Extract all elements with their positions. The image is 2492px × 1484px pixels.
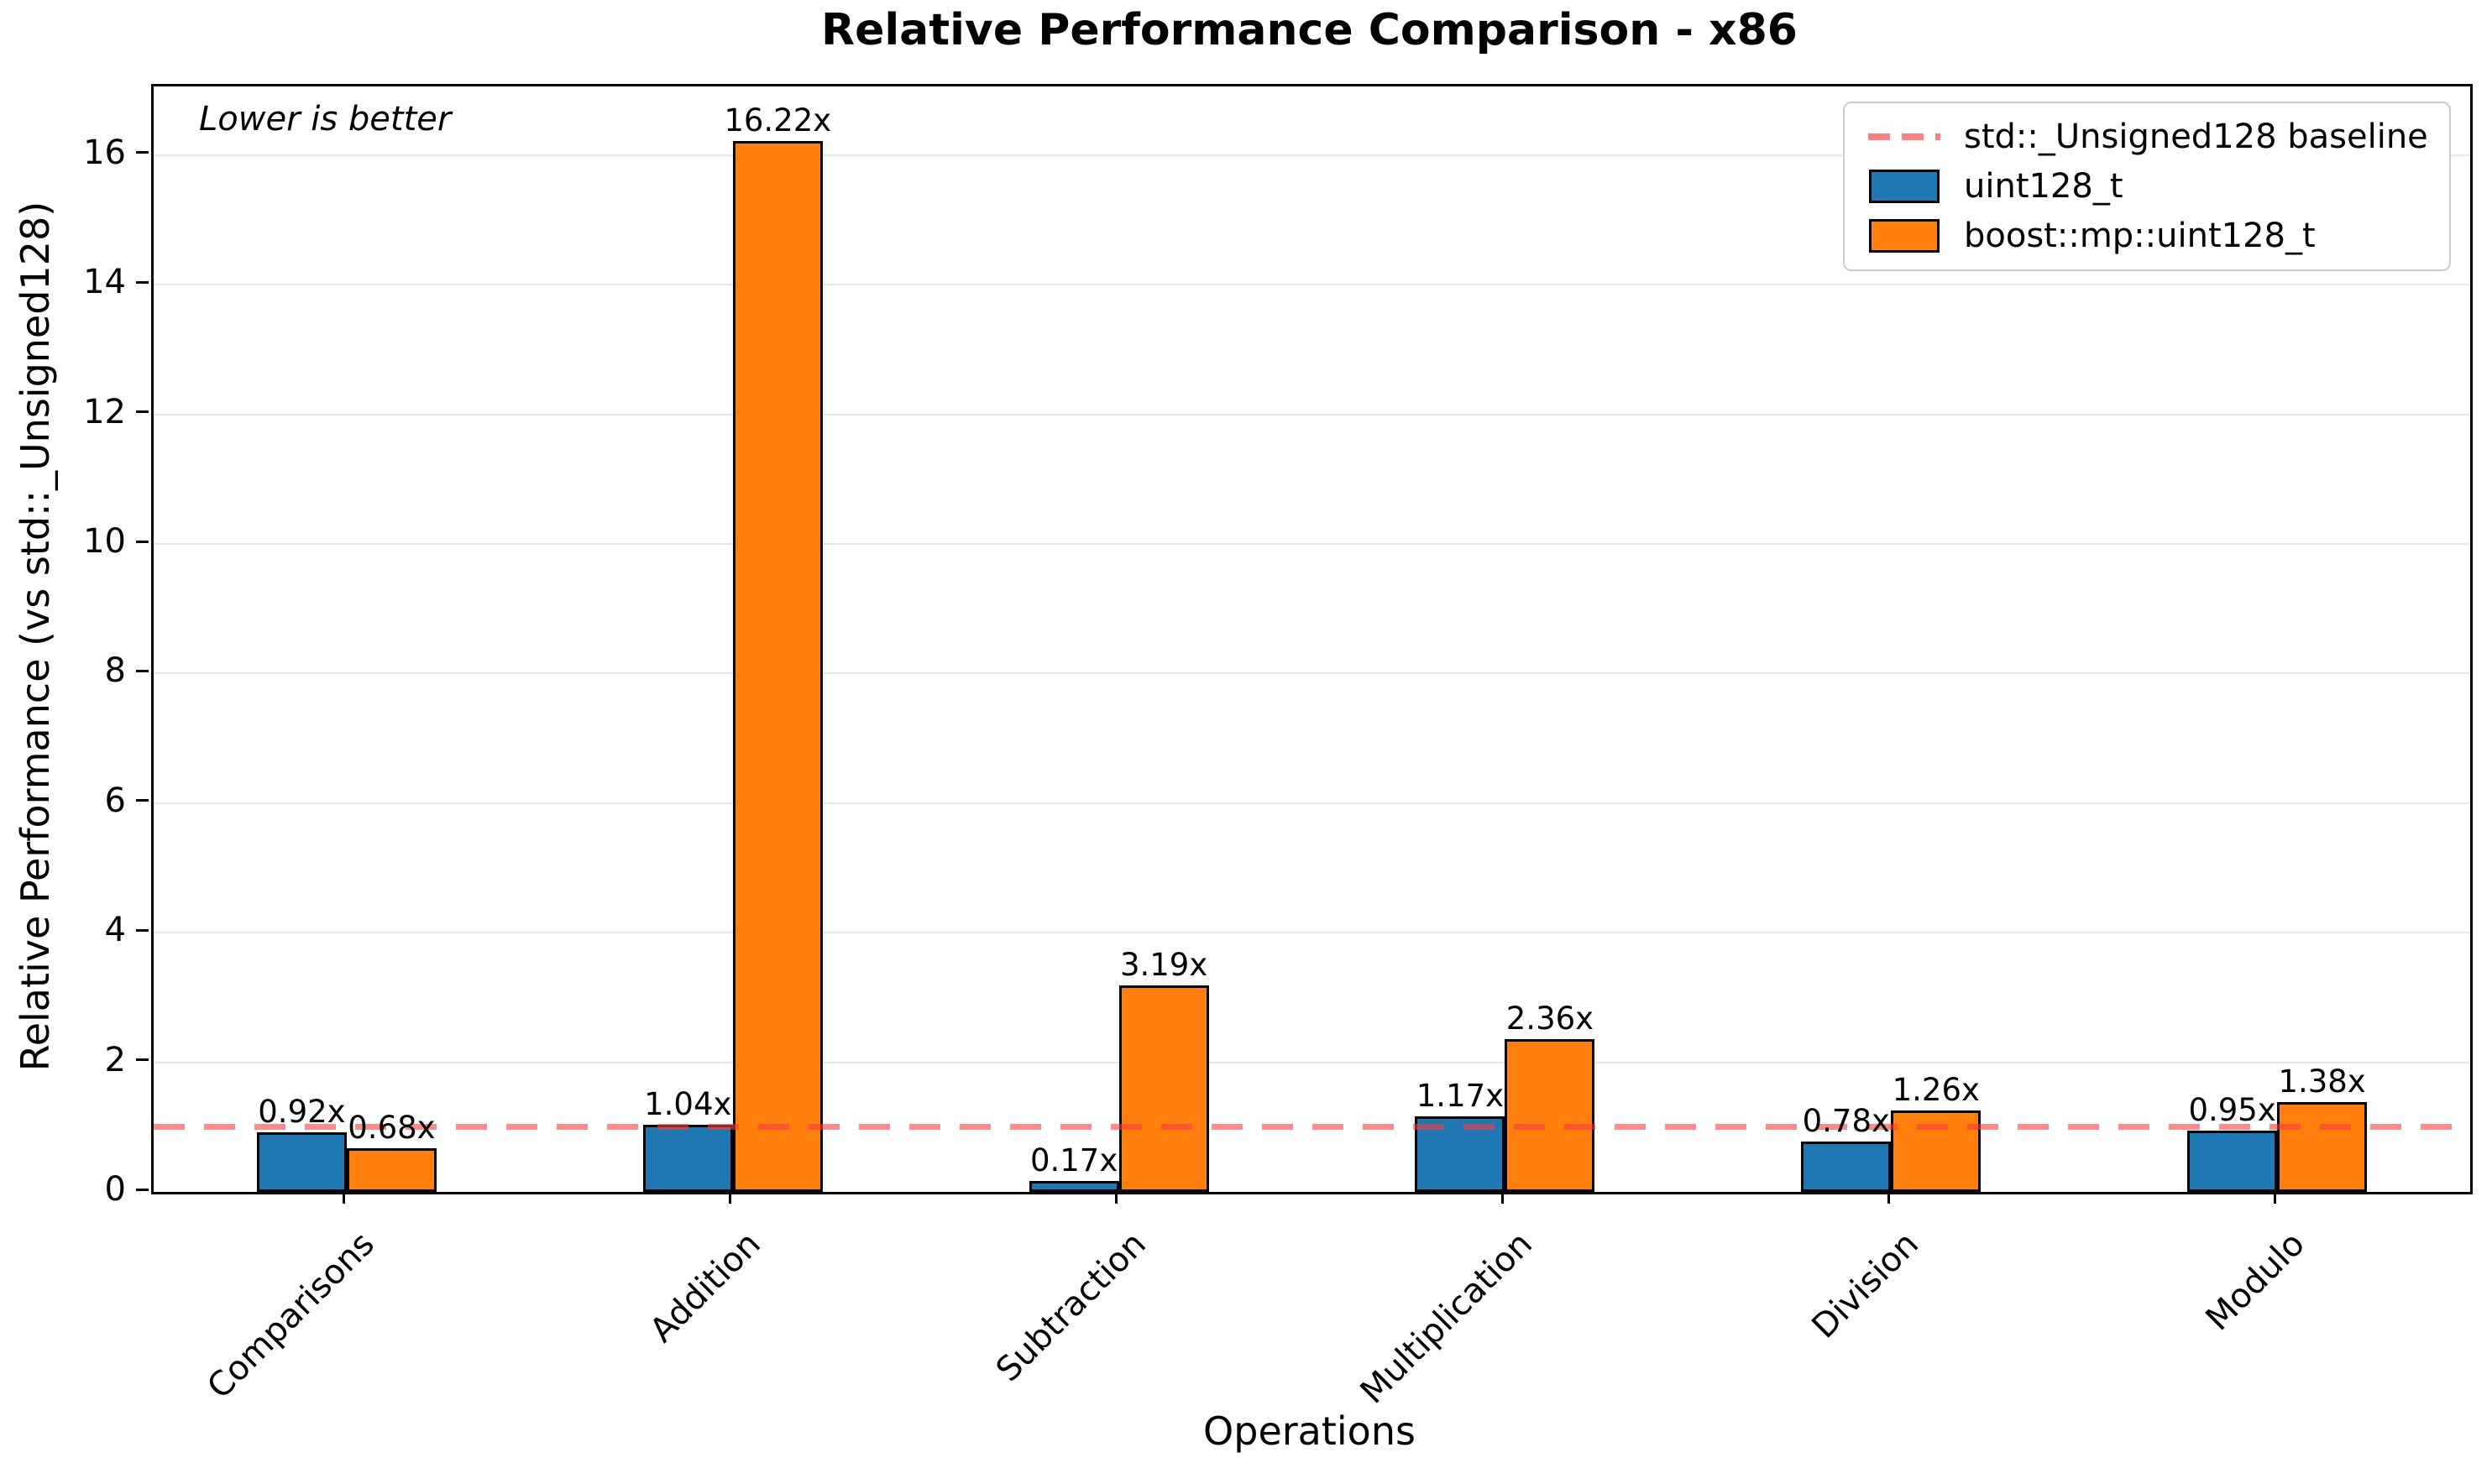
bar-value-label: 0.17x bbox=[1029, 1142, 1118, 1178]
y-tick-mark bbox=[136, 151, 149, 154]
x-tick-label-text: Division bbox=[1804, 1225, 1926, 1346]
legend-label: uint128_t bbox=[1964, 166, 2123, 206]
bar-boost-mp-uint128-t bbox=[346, 1147, 437, 1192]
x-tick-label-text: Modulo bbox=[2198, 1225, 2312, 1339]
bar-uint128-t bbox=[642, 1124, 733, 1192]
legend-item-baseline: std::_Unsigned128 baseline bbox=[1868, 118, 2449, 156]
legend-item-uint128: uint128_t bbox=[1868, 167, 2449, 206]
y-tick-label: 12 bbox=[83, 392, 126, 431]
baseline-line bbox=[154, 1123, 2470, 1130]
x-tick-mark bbox=[1115, 1192, 1118, 1204]
x-tick-mark bbox=[1887, 1192, 1890, 1204]
dashed-line-icon bbox=[1868, 133, 1940, 140]
annotation-lower-is-better: Lower is better bbox=[199, 100, 452, 138]
bar-uint128-t bbox=[2187, 1130, 2278, 1192]
x-tick-label-text: Subtraction bbox=[988, 1225, 1154, 1390]
legend-baseline-swatch bbox=[1868, 133, 1940, 140]
x-tick-label-text: Multiplication bbox=[1353, 1225, 1540, 1412]
y-tick-label: 16 bbox=[83, 133, 126, 172]
x-tick-mark bbox=[729, 1192, 732, 1204]
bar-boost-mp-uint128-t bbox=[1505, 1038, 1595, 1192]
bar-boost-mp-uint128-t bbox=[1891, 1110, 1982, 1192]
gridline bbox=[154, 1061, 2470, 1063]
bar-value-label: 0.95x bbox=[2188, 1091, 2276, 1128]
y-tick-mark bbox=[136, 1188, 149, 1191]
bar-value-label: 1.26x bbox=[1892, 1071, 1980, 1108]
bar-value-label: 1.17x bbox=[1416, 1077, 1505, 1114]
legend: std::_Unsigned128 baseline uint128_t boo… bbox=[1843, 102, 2451, 271]
patch-icon bbox=[1868, 219, 1940, 253]
y-tick-label: 4 bbox=[104, 911, 126, 950]
y-tick-label: 6 bbox=[104, 781, 126, 820]
y-tick-mark bbox=[136, 799, 149, 802]
gridline bbox=[154, 932, 2470, 934]
gridline bbox=[154, 543, 2470, 546]
bar-value-label: 3.19x bbox=[1119, 946, 1208, 983]
legend-label: std::_Unsigned128 baseline bbox=[1964, 117, 2428, 156]
bar-value-label: 0.68x bbox=[348, 1109, 436, 1146]
bar-value-label: 1.04x bbox=[644, 1085, 732, 1122]
y-tick-mark bbox=[136, 280, 149, 284]
bar-boost-mp-uint128-t bbox=[1118, 985, 1209, 1192]
chart-title: Relative Performance Comparison - x86 bbox=[821, 5, 1798, 55]
y-tick-label: 0 bbox=[104, 1170, 126, 1209]
x-axis-label: Operations bbox=[1203, 1408, 1416, 1454]
legend-label: boost::mp::uint128_t bbox=[1964, 217, 2316, 256]
y-tick-mark bbox=[136, 928, 149, 932]
x-tick-label-text: Addition bbox=[641, 1225, 768, 1351]
legend-boost-swatch bbox=[1869, 219, 1940, 253]
bar-value-label: 0.92x bbox=[258, 1093, 346, 1130]
gridline bbox=[154, 284, 2470, 286]
legend-uint128-swatch bbox=[1869, 169, 1940, 203]
legend-item-boost: boost::mp::uint128_t bbox=[1868, 217, 2449, 255]
bar-value-label: 2.36x bbox=[1505, 1000, 1594, 1037]
bar-value-label: 16.22x bbox=[724, 102, 832, 138]
x-tick-mark bbox=[343, 1192, 346, 1204]
gridline bbox=[154, 802, 2470, 804]
gridline bbox=[154, 154, 2470, 156]
bar-boost-mp-uint128-t bbox=[2277, 1102, 2368, 1192]
y-tick-mark bbox=[136, 540, 149, 543]
x-tick-label-text: Comparisons bbox=[199, 1225, 382, 1407]
y-tick-mark bbox=[136, 410, 149, 414]
bar-boost-mp-uint128-t bbox=[732, 140, 823, 1192]
gridline bbox=[154, 413, 2470, 415]
bar-uint128-t bbox=[256, 1131, 347, 1192]
bar-value-label: 0.78x bbox=[1802, 1102, 1890, 1139]
x-tick-mark bbox=[1500, 1192, 1504, 1204]
y-tick-label: 10 bbox=[83, 522, 126, 562]
bar-uint128-t bbox=[1801, 1141, 1892, 1192]
y-tick-label: 14 bbox=[83, 263, 126, 302]
gridline bbox=[154, 672, 2470, 675]
bar-uint128-t bbox=[1029, 1180, 1119, 1192]
y-tick-mark bbox=[136, 669, 149, 672]
patch-icon bbox=[1868, 169, 1940, 203]
y-tick-label: 8 bbox=[104, 651, 126, 691]
y-tick-label: 2 bbox=[104, 1040, 126, 1079]
bar-value-label: 1.38x bbox=[2278, 1063, 2366, 1100]
y-tick-mark bbox=[136, 1058, 149, 1062]
x-tick-mark bbox=[2273, 1192, 2276, 1204]
